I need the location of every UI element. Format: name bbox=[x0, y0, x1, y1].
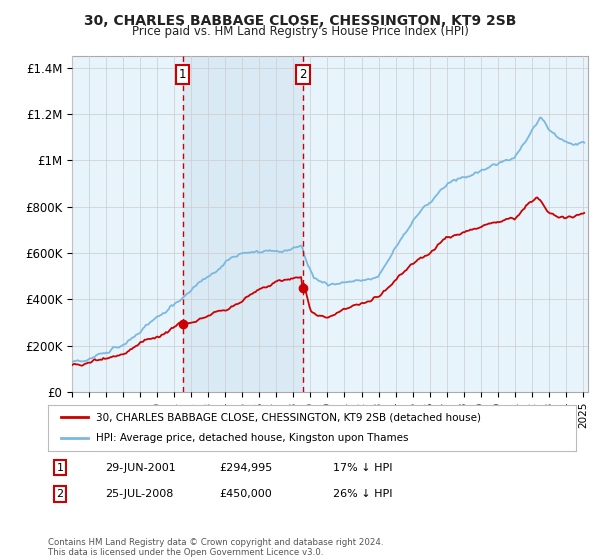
Text: HPI: Average price, detached house, Kingston upon Thames: HPI: Average price, detached house, King… bbox=[95, 433, 408, 444]
Text: 30, CHARLES BABBAGE CLOSE, CHESSINGTON, KT9 2SB: 30, CHARLES BABBAGE CLOSE, CHESSINGTON, … bbox=[84, 14, 516, 28]
Text: 29-JUN-2001: 29-JUN-2001 bbox=[105, 463, 176, 473]
Text: Price paid vs. HM Land Registry's House Price Index (HPI): Price paid vs. HM Land Registry's House … bbox=[131, 25, 469, 38]
Text: Contains HM Land Registry data © Crown copyright and database right 2024.
This d: Contains HM Land Registry data © Crown c… bbox=[48, 538, 383, 557]
Text: 26% ↓ HPI: 26% ↓ HPI bbox=[333, 489, 392, 499]
Text: £450,000: £450,000 bbox=[219, 489, 272, 499]
Text: 25-JUL-2008: 25-JUL-2008 bbox=[105, 489, 173, 499]
Text: 2: 2 bbox=[56, 489, 64, 499]
Text: 30, CHARLES BABBAGE CLOSE, CHESSINGTON, KT9 2SB (detached house): 30, CHARLES BABBAGE CLOSE, CHESSINGTON, … bbox=[95, 412, 481, 422]
Bar bbox=[182, 56, 303, 392]
Text: 1: 1 bbox=[179, 68, 186, 81]
Text: £294,995: £294,995 bbox=[219, 463, 272, 473]
Text: 17% ↓ HPI: 17% ↓ HPI bbox=[333, 463, 392, 473]
Text: 1: 1 bbox=[56, 463, 64, 473]
Text: 2: 2 bbox=[299, 68, 307, 81]
